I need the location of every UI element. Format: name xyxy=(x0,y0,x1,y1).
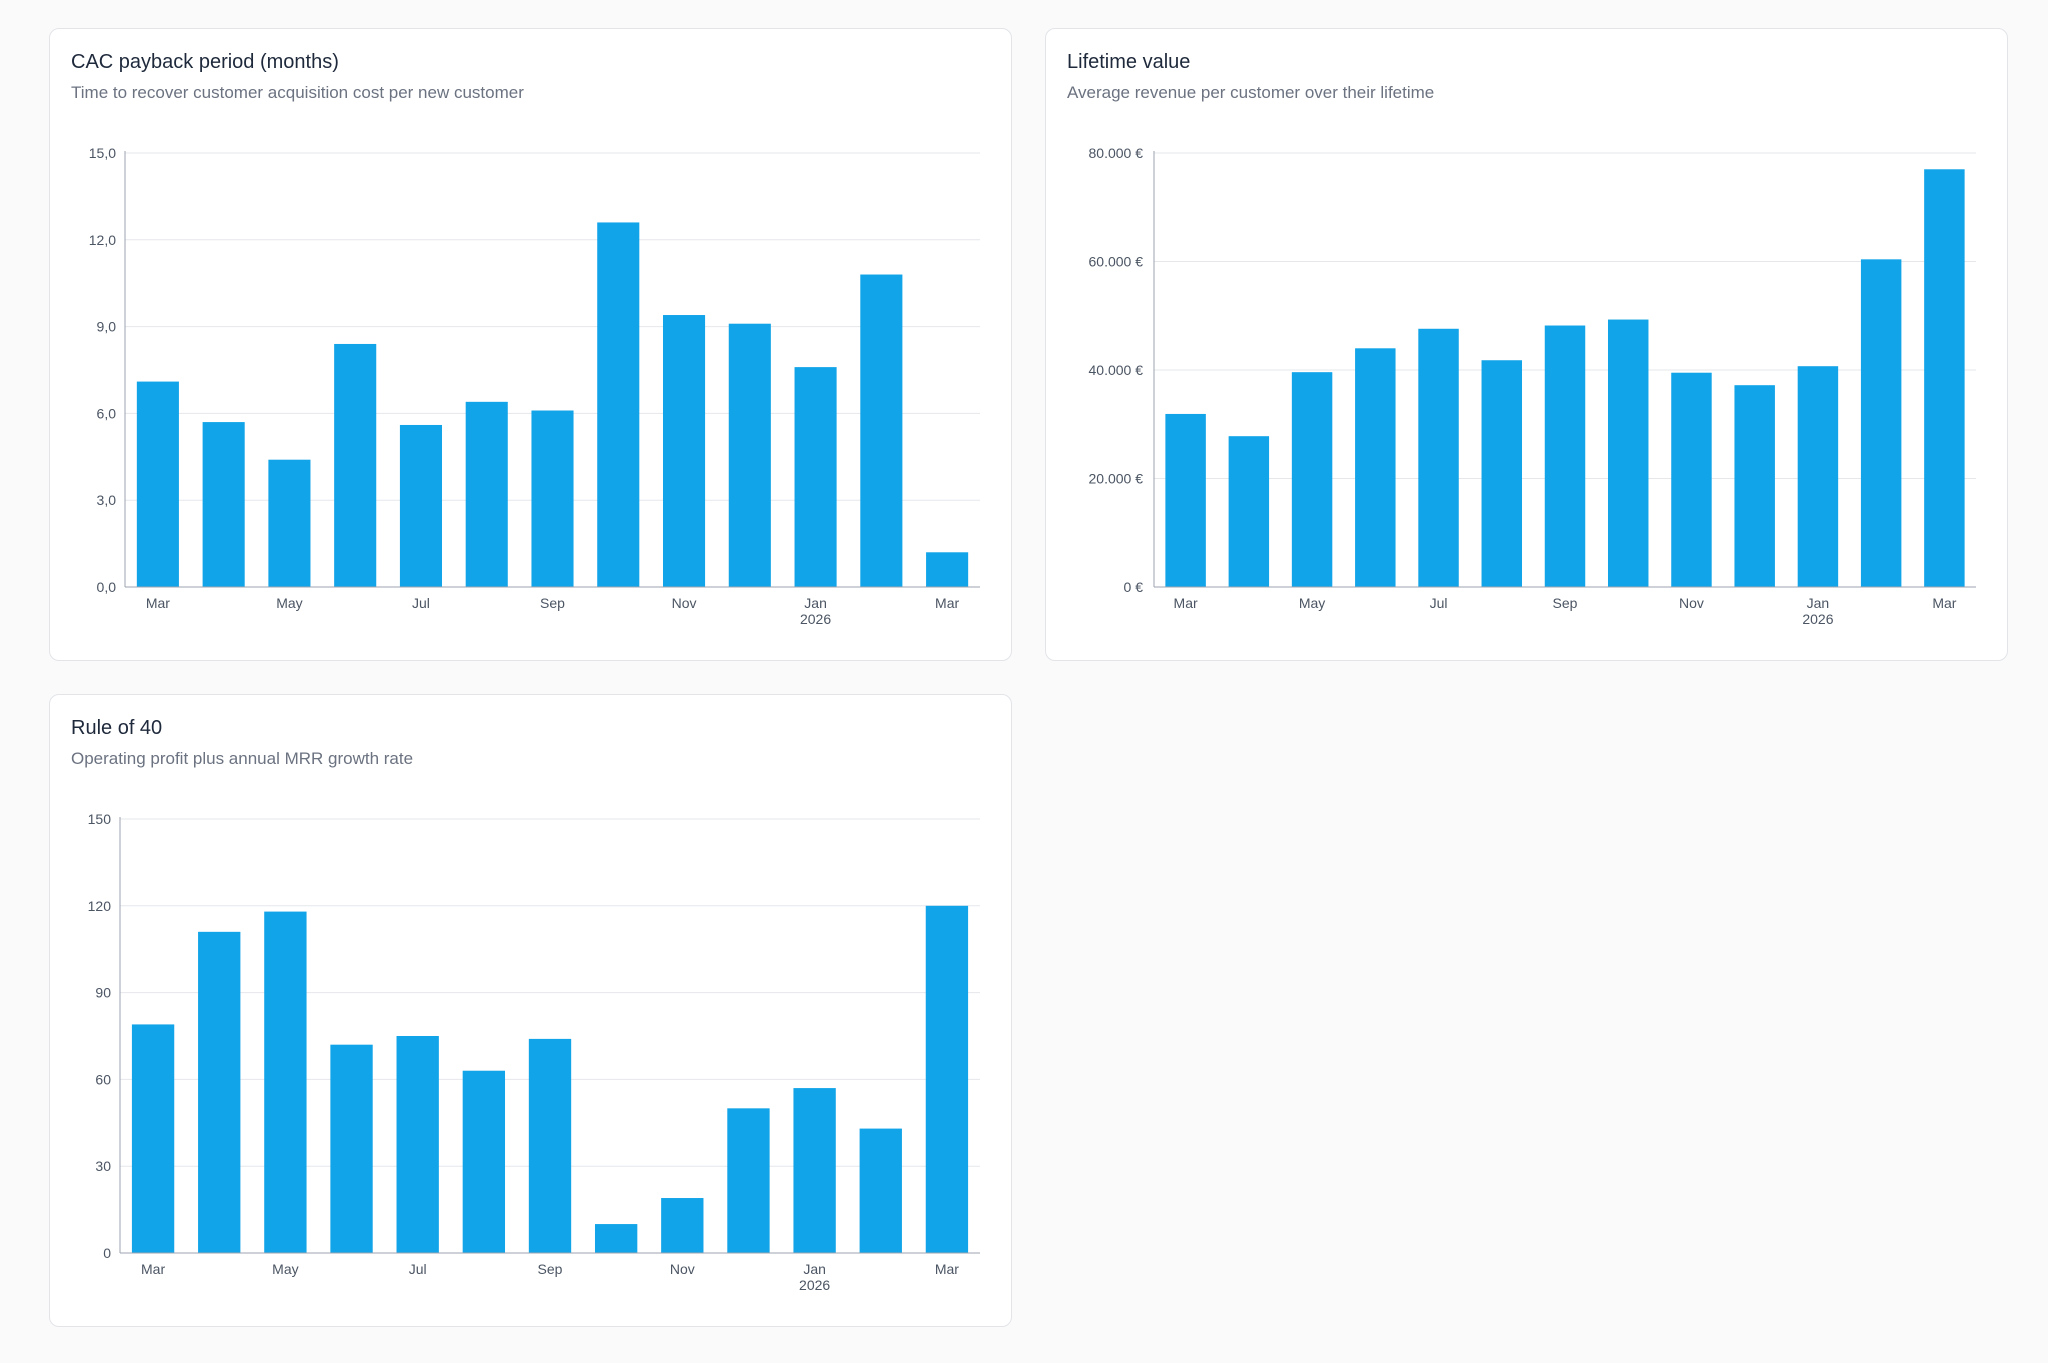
bar xyxy=(794,367,837,587)
bar xyxy=(1355,348,1396,587)
bar xyxy=(925,905,969,1253)
bar xyxy=(1860,259,1902,587)
lifetime-value-bar-chart: 0 € 20.000 € 40.000 € 60.000 € 80.000 € Mar Ma… xyxy=(1089,145,1976,627)
bar xyxy=(926,552,969,587)
x-tick-label: Jul xyxy=(409,1261,427,1277)
bar xyxy=(859,1128,902,1253)
x-tick-label: May xyxy=(276,595,302,611)
y-tick-label: 12,0 xyxy=(89,232,116,248)
bar xyxy=(1671,372,1712,587)
bar xyxy=(202,422,245,587)
bar xyxy=(1418,328,1459,587)
bar xyxy=(268,459,311,587)
y-tick-label: 30 xyxy=(95,1158,111,1174)
bar xyxy=(198,931,241,1253)
x-tick-year-label: 2026 xyxy=(1802,611,1833,627)
x-tick-label: May xyxy=(1299,595,1325,611)
bar xyxy=(597,222,640,587)
bar xyxy=(462,1070,506,1253)
y-tick-label: 60.000 € xyxy=(1089,254,1144,270)
bar xyxy=(728,323,771,587)
x-tick-label: Nov xyxy=(672,595,697,611)
y-tick-label: 40.000 € xyxy=(1089,362,1144,378)
bar xyxy=(399,424,443,587)
chart-subtitle: Average revenue per customer over their … xyxy=(1067,83,1435,102)
x-tick-label: Mar xyxy=(1174,595,1198,611)
y-tick-label: 60 xyxy=(95,1071,111,1087)
bar xyxy=(334,343,377,587)
bar xyxy=(1544,325,1586,587)
x-tick-label: Sep xyxy=(538,1261,563,1277)
x-tick-label: Mar xyxy=(1932,595,1956,611)
y-tick-label: 120 xyxy=(88,898,112,914)
y-tick-label: 20.000 € xyxy=(1089,471,1144,487)
chart-subtitle: Operating profit plus annual MRR growth … xyxy=(71,749,414,768)
y-tick-label: 15,0 xyxy=(89,145,116,161)
x-tick-label: Mar xyxy=(141,1261,165,1277)
x-tick-label: Jul xyxy=(412,595,430,611)
chart-card-cac-payback: CAC payback period (months) Time to reco… xyxy=(49,28,1012,661)
chart-title: CAC payback period (months) xyxy=(71,51,339,73)
x-tick-year-label: 2026 xyxy=(800,611,831,627)
bar xyxy=(136,381,179,587)
chart-title: Lifetime value xyxy=(1067,51,1191,73)
bar xyxy=(1607,319,1649,587)
bar xyxy=(793,1088,836,1253)
x-tick-label: Nov xyxy=(1679,595,1704,611)
bar xyxy=(1924,169,1965,587)
bar xyxy=(1481,360,1523,587)
x-tick-label: Nov xyxy=(670,1261,695,1277)
x-tick-label: Sep xyxy=(1553,595,1578,611)
x-tick-label: Jan xyxy=(803,1261,826,1277)
bar xyxy=(1734,385,1775,587)
x-tick-label: Mar xyxy=(146,595,170,611)
x-tick-label: Jan xyxy=(804,595,827,611)
y-tick-label: 0,0 xyxy=(97,579,117,595)
bar xyxy=(330,1044,373,1253)
bar xyxy=(594,1224,638,1253)
bar xyxy=(1165,413,1206,587)
chart-card-lifetime-value: Lifetime value Average revenue per custo… xyxy=(1045,28,2008,661)
y-tick-label: 0 xyxy=(103,1245,111,1261)
x-tick-label: Jul xyxy=(1430,595,1448,611)
y-tick-label: 6,0 xyxy=(97,405,117,421)
bar xyxy=(662,315,706,587)
bar xyxy=(465,401,508,587)
bar xyxy=(528,1038,572,1253)
bar xyxy=(727,1108,770,1253)
y-tick-label: 9,0 xyxy=(97,319,117,335)
cac-payback-bar-chart: 0,0 3,0 6,0 9,0 12,0 15,0 Mar May Jul Sep Nov Jan20… xyxy=(89,145,980,627)
y-tick-label: 3,0 xyxy=(97,492,117,508)
bar xyxy=(131,1024,175,1253)
y-tick-label: 0 € xyxy=(1124,579,1144,595)
y-tick-label: 80.000 € xyxy=(1089,145,1144,161)
bar xyxy=(1291,372,1333,587)
bar xyxy=(661,1198,704,1253)
bar xyxy=(1228,436,1270,587)
bar xyxy=(860,274,903,587)
bar xyxy=(1797,366,1839,587)
y-tick-label: 150 xyxy=(88,811,112,827)
x-tick-label: May xyxy=(272,1261,298,1277)
x-tick-year-label: 2026 xyxy=(799,1277,830,1293)
chart-card-rule-of-40: Rule of 40 Operating profit plus annual … xyxy=(49,694,1012,1327)
x-tick-label: Mar xyxy=(935,595,959,611)
bar xyxy=(264,911,307,1253)
bar xyxy=(531,410,574,587)
x-tick-label: Sep xyxy=(540,595,565,611)
chart-subtitle: Time to recover customer acquisition cos… xyxy=(71,83,524,102)
chart-title: Rule of 40 xyxy=(71,717,163,739)
x-tick-label: Jan xyxy=(1807,595,1830,611)
bar xyxy=(396,1036,439,1253)
x-tick-label: Mar xyxy=(935,1261,959,1277)
y-tick-label: 90 xyxy=(95,985,111,1001)
